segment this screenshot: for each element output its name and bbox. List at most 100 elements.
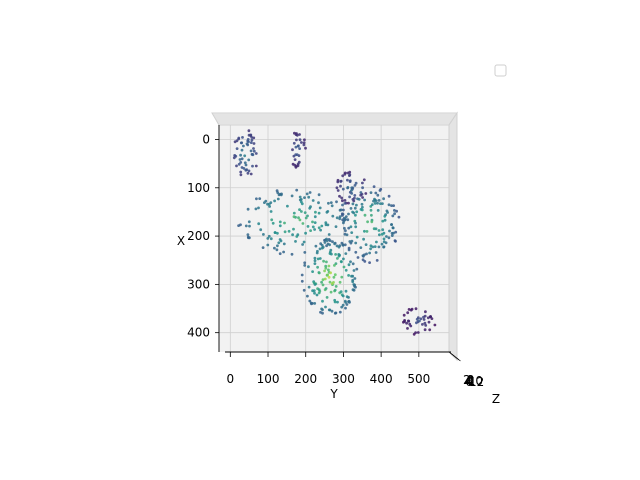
scatter-point [257,222,261,226]
scatter-point [291,148,294,152]
scatter-point [335,186,339,190]
scatter-point [348,170,352,174]
scatter-point [395,209,398,213]
scatter-point [352,211,356,215]
scatter-point [300,141,303,144]
scatter-point [252,147,255,150]
scatter-point [377,245,381,249]
scatter-point [382,197,385,201]
scatter-point [351,274,355,278]
scatter-point [379,202,382,206]
scatter-point [306,225,310,228]
scatter-point [292,227,295,231]
scatter-point [382,240,386,244]
scatter-point [294,153,298,157]
scatter-point [378,189,382,192]
scatter-point [353,277,357,280]
scatter-point [329,201,333,205]
scatter-point [368,261,371,264]
scatter-point [364,243,368,247]
scatter-point [246,139,250,143]
scatter-point [336,180,340,184]
scatter-point [361,181,364,185]
scatter-point [386,211,389,214]
scatter-point [415,321,418,325]
scatter-point [362,237,365,241]
scatter-point [339,290,343,294]
scatter-point [239,161,243,164]
scatter-point [306,214,309,218]
scatter-point [407,308,411,311]
scatter-point [345,233,349,237]
scatter-point [237,224,241,228]
y-tick-label: 0 [202,132,210,146]
scatter-point [290,194,294,198]
scatter-point [317,271,321,275]
scatter-point [327,233,331,236]
scatter-point [317,226,321,230]
scatter-point [307,285,311,289]
legend [494,64,507,77]
scatter-point [254,152,258,155]
scatter-point [313,259,317,263]
scatter-point [355,267,359,271]
scatter-point [332,281,335,284]
scatter-point [359,191,363,194]
scatter-point [301,222,305,225]
scatter-point [283,230,287,234]
scatter-point [346,186,350,189]
y-tick-label: 200 [187,229,210,243]
scatter-point [317,291,321,295]
scatter-point [315,293,319,297]
scatter-point [380,232,384,236]
scatter-point [414,331,417,334]
scatter-point [374,251,378,254]
scatter-point [294,240,297,243]
x-tick-label: 500 [407,372,430,386]
scatter-point [370,213,373,217]
scatter-point [341,187,345,191]
scatter-point [318,206,322,210]
x-tick-label: 200 [294,372,317,386]
scatter-point [336,189,340,192]
scatter-point [370,203,374,207]
scatter-point [374,191,378,195]
scatter-point [361,205,364,209]
scatter-point [363,260,367,263]
scatter-point [330,204,334,208]
scatter-point [375,240,378,244]
scatter-point [276,244,279,248]
scatter-point [249,172,253,176]
scatter-point [354,213,357,217]
scatter-point [298,208,301,212]
scatter-point [327,268,330,272]
scatter-point [347,300,350,304]
scatter-point [327,201,330,205]
scatter-point [359,246,363,250]
scatter-point [287,229,291,233]
scatter-point [373,202,377,205]
scatter-point [276,197,280,201]
scatter-point [311,270,314,273]
scatter-point [360,202,364,206]
scatter-point [300,279,304,283]
scatter-point [348,195,351,199]
scatter-point [381,219,385,223]
scatter-point [308,206,312,210]
scatter-point [353,219,357,223]
x-tick-label: 100 [257,372,280,386]
scatter-point [338,310,342,314]
scatter-point [277,241,281,245]
scatter-point [328,280,332,284]
scatter-point [273,199,276,203]
scatter-point [295,235,299,238]
scatter-point [340,305,344,309]
legend-box [494,64,507,77]
scatter-point [233,154,237,157]
scatter-point [345,295,349,299]
scatter-point [416,331,420,334]
scatter-point [326,273,329,277]
scatter-point [391,214,395,218]
scatter-point [246,171,250,175]
scatter-point [390,231,394,235]
